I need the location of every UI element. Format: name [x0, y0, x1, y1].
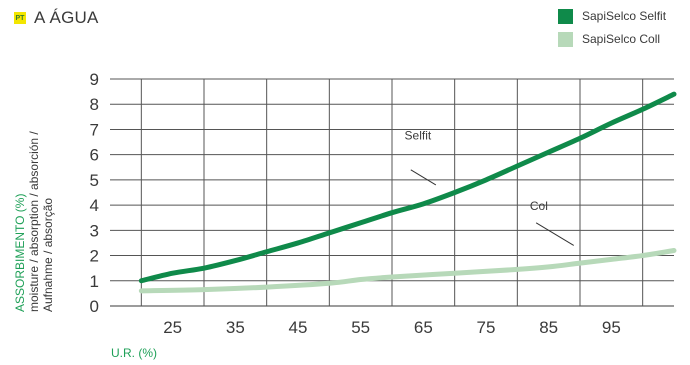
x-tick-label: 95: [602, 318, 621, 337]
x-tick-label: 35: [226, 318, 245, 337]
y-tick-label: 3: [90, 221, 99, 240]
chart-legend: SapiSelco Selfit SapiSelco Coll: [558, 6, 666, 52]
legend-item-selfit: SapiSelco Selfit: [558, 6, 666, 26]
language-badge: PT: [14, 12, 26, 24]
legend-item-coll: SapiSelco Coll: [558, 29, 666, 49]
annotation-pointer: [535, 222, 574, 246]
y-tick-label: 9: [90, 70, 99, 89]
legend-label-selfit: SapiSelco Selfit: [582, 9, 667, 23]
y-tick-label: 7: [90, 120, 99, 139]
series-line-selfit: [138, 91, 677, 284]
x-tick-label: 45: [289, 318, 308, 337]
x-tick-label: 85: [539, 318, 558, 337]
series-line-coll: [138, 248, 677, 294]
annotation-label: Col: [530, 199, 548, 213]
annotation-pointer: [410, 169, 437, 186]
annotation-label: Selfit: [405, 129, 432, 143]
x-tick-label: 65: [414, 318, 433, 337]
header: PT A ÁGUA: [14, 8, 99, 28]
legend-swatch-selfit: [558, 8, 573, 24]
x-axis-label: U.R. (%): [111, 346, 157, 360]
y-tick-label: 0: [90, 297, 99, 316]
x-tick-label: 55: [351, 318, 370, 337]
y-tick-label: 6: [90, 146, 99, 165]
legend-label-coll: SapiSelco Coll: [582, 32, 661, 46]
y-tick-label: 2: [90, 247, 99, 266]
x-tick-label: 25: [163, 318, 182, 337]
x-tick-label: 75: [477, 318, 496, 337]
y-tick-label: 4: [90, 196, 99, 215]
y-tick-label: 5: [90, 171, 99, 190]
page-title: A ÁGUA: [34, 8, 99, 27]
y-tick-label: 8: [90, 95, 99, 114]
y-tick-label: 1: [90, 272, 99, 291]
legend-swatch-coll: [558, 31, 573, 47]
